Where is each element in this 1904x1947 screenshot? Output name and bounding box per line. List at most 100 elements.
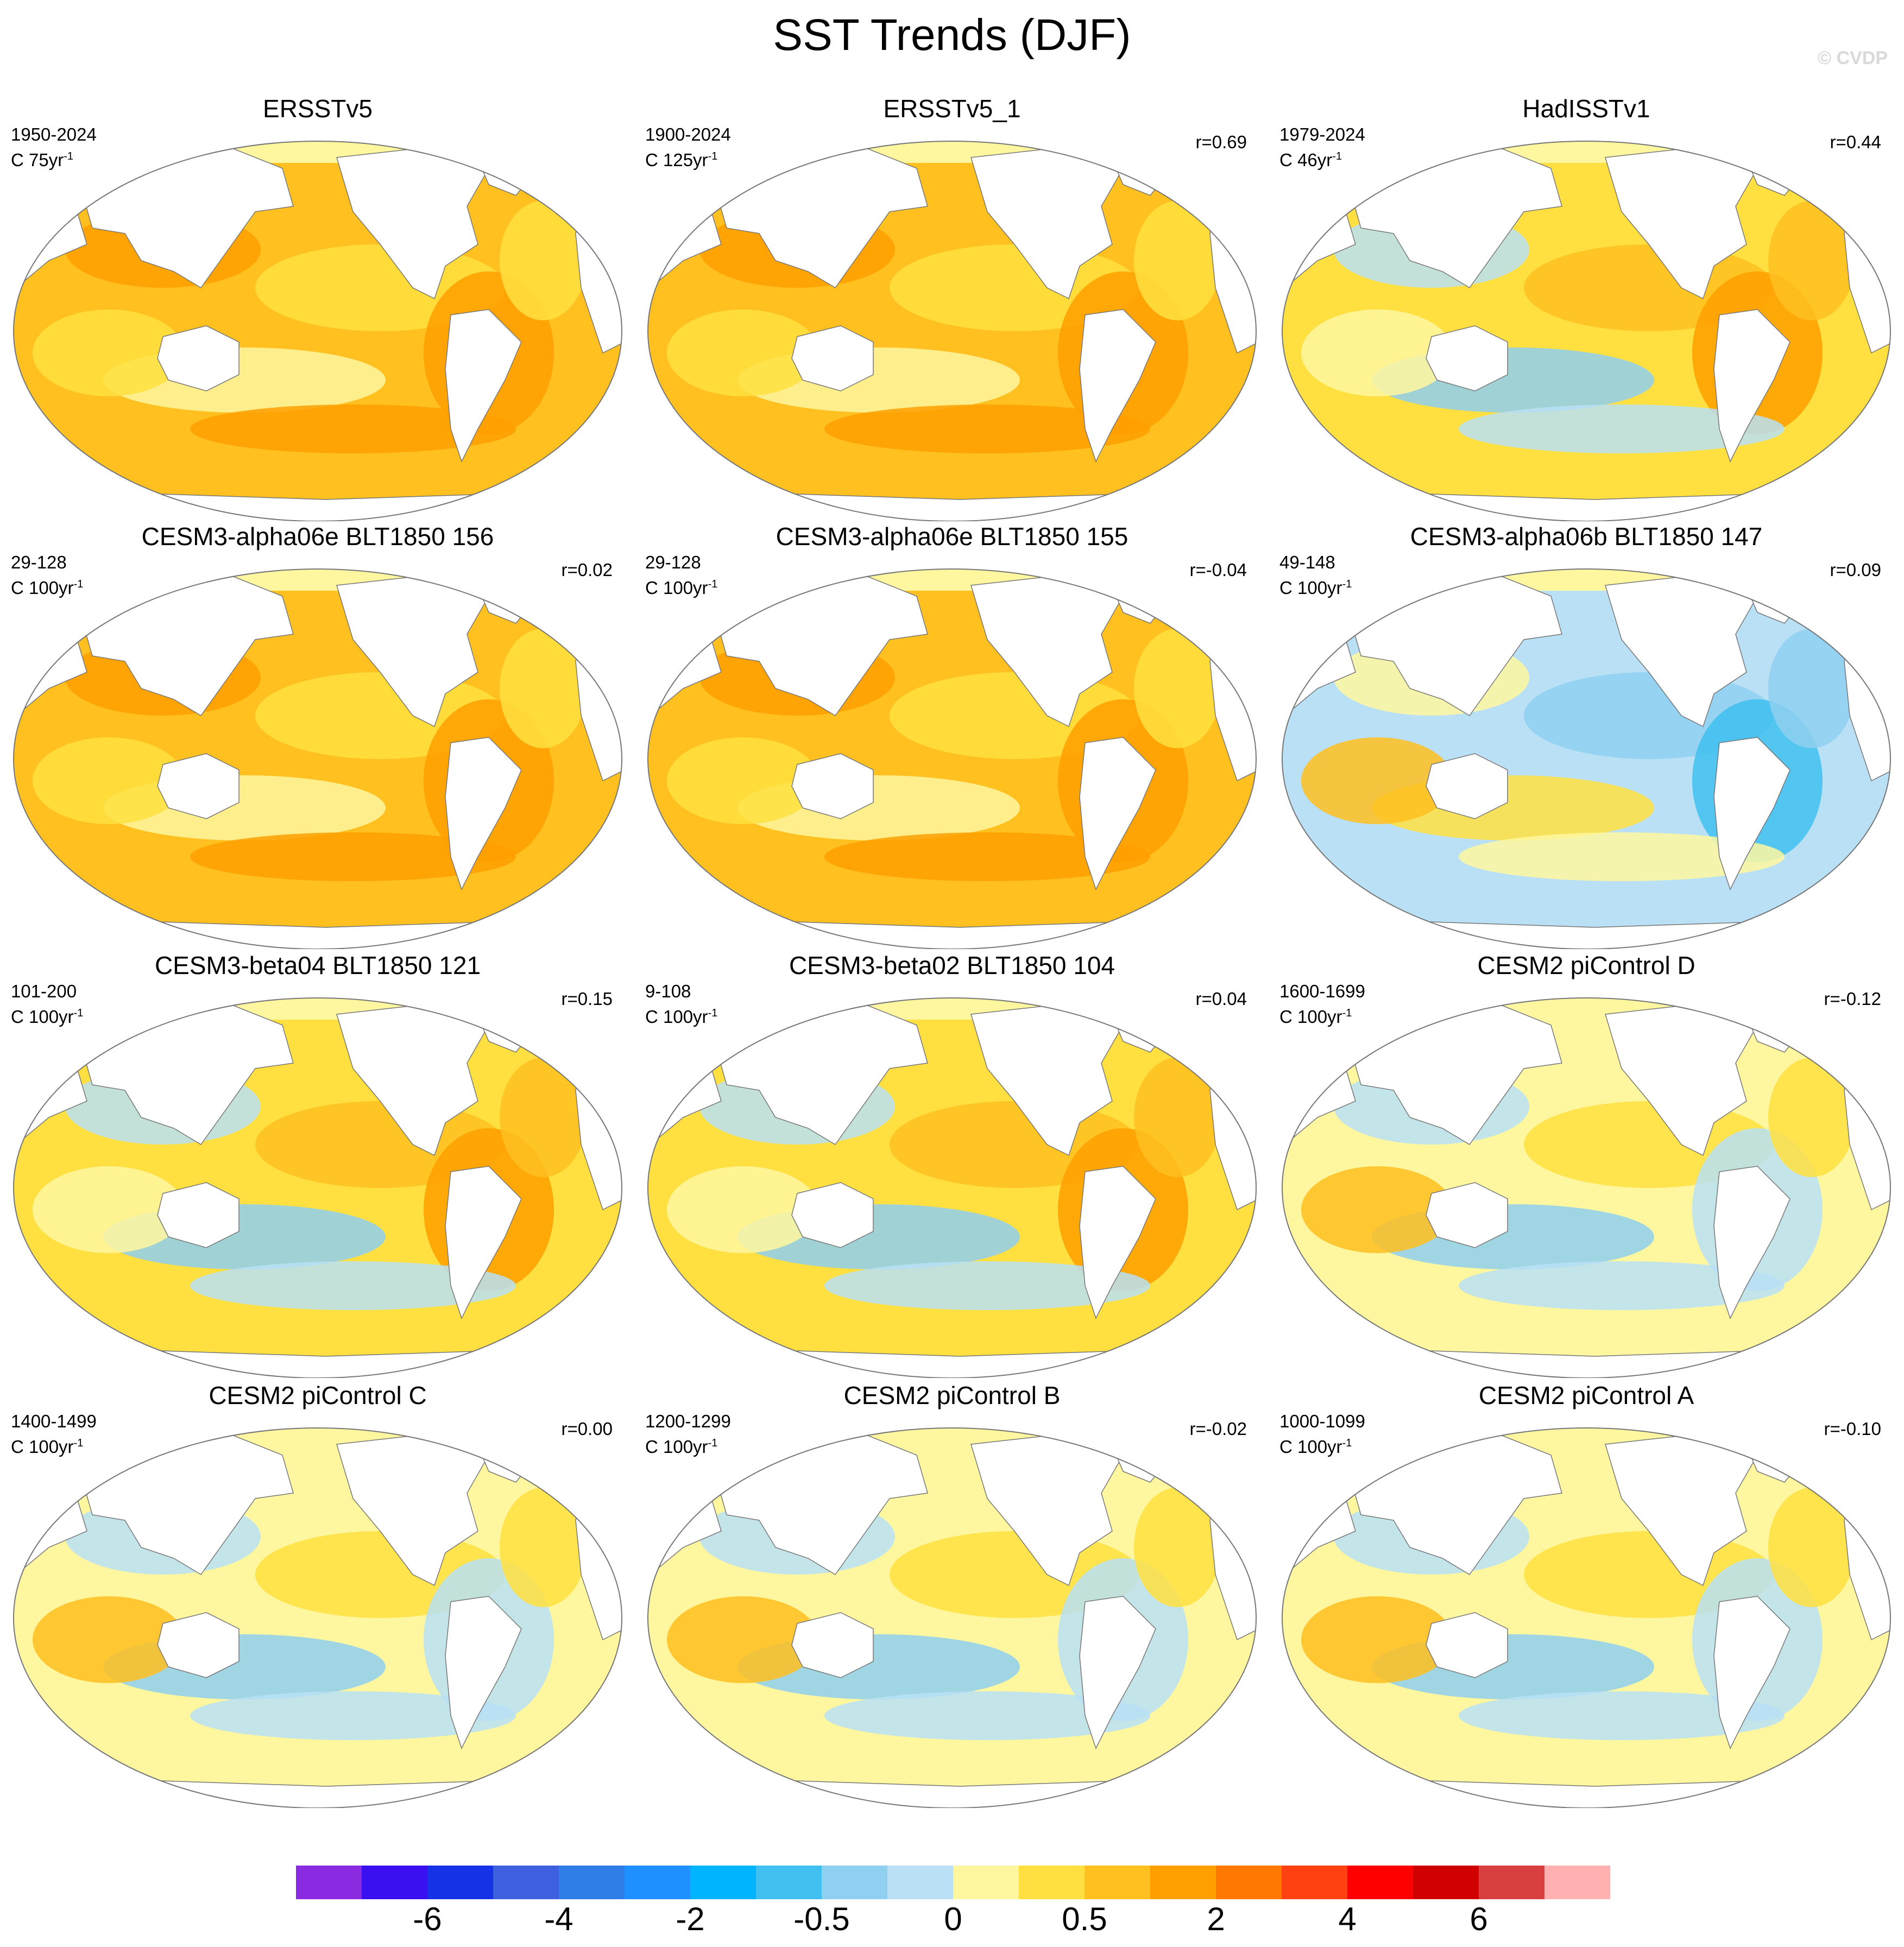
map-panel: CESM3-alpha06b BLT1850 147 49-148 C 100y… (1269, 520, 1904, 949)
panel-period: 9-108 (645, 981, 691, 1001)
panel-correlation: r=0.69 (1195, 132, 1247, 152)
arctic-ocean (648, 1428, 1256, 1450)
panel-title: CESM2 piControl C (209, 1381, 427, 1409)
colorbar-swatch (1347, 1866, 1413, 1899)
panel-correlation: r=0.15 (561, 989, 613, 1009)
map-panel: ERSSTv5 1950-2024 C 75yr-1 (0, 92, 635, 521)
map-border (647, 568, 1257, 949)
land-mass (1426, 325, 1508, 391)
watermark: © CVDP (1818, 48, 1888, 68)
map-panel: CESM3-beta04 BLT1850 121 101-200 C 100yr… (0, 949, 635, 1378)
map-border (12, 997, 623, 1378)
land-mass (1426, 753, 1508, 819)
panel-correlation: r=-0.12 (1824, 989, 1881, 1009)
map-border (1281, 1427, 1892, 1808)
panel-title: CESM3-beta02 BLT1850 104 (789, 951, 1115, 979)
colorbar-swatch (1413, 1866, 1479, 1899)
map-panel: ERSSTv5_1 1900-2024 C 125yr-1 r=0.69 (634, 92, 1270, 521)
map-border (1281, 568, 1892, 949)
map-panel: CESM2 piControl B 1200-1299 C 100yr-1 r=… (634, 1379, 1270, 1808)
arctic-ocean (14, 141, 622, 163)
land-mass (1426, 1182, 1508, 1248)
trend-field (1134, 1488, 1221, 1607)
land-mass (157, 325, 239, 391)
map-border (1281, 997, 1892, 1378)
land-mass (1079, 737, 1156, 890)
land-mass (1079, 1596, 1156, 1749)
colorbar-tick-label: -6 (413, 1901, 442, 1937)
arctic-ocean (14, 998, 622, 1020)
land-mass (791, 1612, 874, 1678)
map-panel: CESM3-alpha06e BLT1850 155 29-128 C 100y… (634, 520, 1270, 949)
robinson-map (647, 568, 1257, 949)
land-mass (791, 1182, 874, 1248)
arctic-ocean (1282, 1428, 1890, 1450)
colorbar-swatch (362, 1866, 427, 1899)
colorbar-tick-label: -4 (544, 1901, 573, 1937)
colorbar-tick-label: -0.5 (793, 1901, 850, 1937)
arctic-ocean (1282, 998, 1890, 1020)
panel-units: C 100yr-1 (645, 1437, 718, 1457)
land-mass (1713, 1596, 1790, 1749)
panel-units: C 100yr-1 (11, 1007, 84, 1027)
panel-title: CESM2 piControl B (843, 1381, 1061, 1409)
land-mass (157, 1182, 239, 1248)
panel-period: 1979-2024 (1279, 124, 1365, 144)
trend-field (1301, 1596, 1453, 1683)
panel-units: C 125yr-1 (645, 150, 718, 170)
colorbar-swatch (1282, 1866, 1347, 1899)
robinson-map (1281, 997, 1892, 1378)
trend-field (500, 1058, 587, 1177)
trend-field (33, 309, 185, 396)
colorbar-swatch (1544, 1866, 1610, 1899)
map-panel: CESM3-alpha06e BLT1850 156 29-128 C 100y… (0, 520, 635, 949)
robinson-map (12, 1427, 623, 1808)
colorbar-swatch (756, 1866, 822, 1899)
colorbar-tick-label: 4 (1338, 1901, 1357, 1937)
colorbar-swatch (1019, 1866, 1085, 1899)
panel-period: 1600-1699 (1279, 981, 1365, 1001)
colorbar-swatch (953, 1866, 1019, 1899)
panel-title: HadISSTv1 (1522, 94, 1650, 123)
land-mass (445, 737, 522, 890)
trend-field (1768, 629, 1855, 748)
panel-units: C 100yr-1 (1279, 1007, 1352, 1027)
colorbar-swatch (493, 1866, 559, 1899)
panel-correlation: r=0.44 (1830, 132, 1882, 152)
arctic-ocean (648, 998, 1256, 1020)
panel-correlation: r=-0.02 (1189, 1419, 1247, 1439)
panel-correlation: r=0.00 (561, 1419, 613, 1439)
map-panel: CESM2 piControl A 1000-1099 C 100yr-1 r=… (1269, 1379, 1904, 1808)
panel-correlation: r=0.09 (1830, 560, 1882, 580)
robinson-map (1281, 1427, 1892, 1808)
robinson-map (1281, 568, 1892, 949)
trend-field (500, 1488, 587, 1607)
trend-field (33, 1596, 185, 1683)
robinson-map (647, 141, 1257, 521)
trend-field (1459, 1691, 1785, 1740)
land-mass (445, 1166, 522, 1319)
colorbar-swatch (1216, 1866, 1282, 1899)
land-mass (1713, 737, 1790, 890)
land-mass (1079, 309, 1156, 463)
panel-period: 49-148 (1279, 552, 1335, 572)
trend-field (667, 1596, 819, 1683)
land-mass (445, 309, 522, 463)
colorbar-swatch (822, 1866, 887, 1899)
trend-field (190, 1261, 516, 1310)
colorbar-tick-label: -2 (676, 1901, 705, 1937)
robinson-map (1281, 141, 1892, 521)
trend-field (1301, 309, 1453, 396)
trend-field (824, 1691, 1150, 1740)
panel-title: CESM2 piControl D (1477, 951, 1695, 979)
panel-title: CESM3-alpha06b BLT1850 147 (1410, 522, 1763, 551)
colorbar-tick-label: 2 (1207, 1901, 1225, 1937)
trend-field (667, 737, 819, 824)
colorbar-tick-label: 0 (944, 1901, 962, 1937)
trend-field (500, 201, 587, 320)
panel-units: C 100yr-1 (1279, 578, 1352, 598)
panel-title: CESM3-beta04 BLT1850 121 (154, 951, 481, 979)
land-mass (791, 325, 874, 391)
panel-units: C 75yr-1 (11, 150, 73, 170)
arctic-ocean (14, 569, 622, 591)
